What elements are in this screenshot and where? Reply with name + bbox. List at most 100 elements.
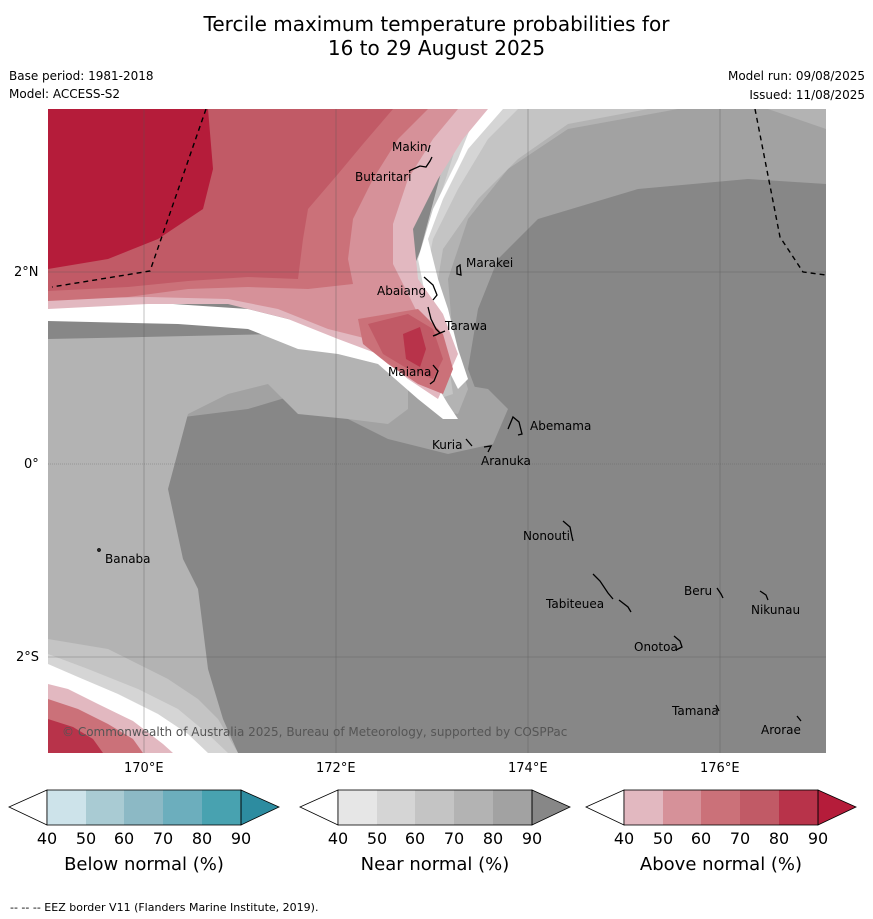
place-label-nikunau: Nikunau [751,603,800,617]
y-tick-2n: 2°N [14,265,39,280]
place-label-tarawa: Tarawa [444,319,487,333]
colorbar-above-6 [817,789,857,826]
colorbar-below-tick: 60 [113,829,135,848]
colorbar-near-title: Near normal (%) [360,854,510,875]
island-arorae [796,715,802,722]
colorbar-above-tick: 50 [652,829,674,848]
place-label-tamana: Tamana [671,704,719,718]
colorbar-below-tick: 90 [230,829,252,848]
colorbar-above-tick: 40 [613,829,635,848]
x-tick-174e: 174°E [508,761,548,776]
place-label-makin: Makin [392,140,428,154]
place-label-banaba: Banaba [105,552,151,566]
eez-border-east [754,108,827,276]
island-maiana [429,364,439,385]
colorbar-below-tick: 70 [152,829,174,848]
colorbar-near-tick: 40 [327,829,349,848]
colorbar-below-tick: 50 [75,829,97,848]
colorbar-above-frame [623,789,819,826]
colorbar-above-5 [779,790,818,825]
colorbar-below-2 [86,790,124,825]
colorbar-near-normal [299,789,571,826]
place-label-tabiteuea: Tabiteuea [545,597,604,611]
colorbar-above-tick: 80 [768,829,790,848]
above-normal-90-region [48,109,213,269]
island-aranuka [483,445,493,453]
colorbar-near-5 [493,790,532,825]
map-title-line-1: Tercile maximum temperature probabilitie… [203,12,670,36]
island-kuria [465,438,473,447]
model-label: Model: ACCESS-S2 [9,87,121,101]
island-butaritari [408,156,433,172]
latitude-grid [48,271,826,658]
place-label-abaiang: Abaiang [377,284,426,298]
island-tabiteuea [592,573,632,613]
colorbar-near-6 [531,789,571,826]
colorbar-near-tick: 70 [443,829,465,848]
issued-label: Issued: 11/08/2025 [749,88,865,102]
place-label-beru: Beru [684,584,712,598]
colorbar-below-6 [240,789,280,826]
colorbar-below-frame [46,789,242,826]
eez-border-legend: -- -- -- EEZ border V11 (Flanders Marine… [10,901,319,914]
near-normal-60-upper [408,109,648,399]
x-tick-170e: 170°E [124,761,164,776]
colorbar-below-normal [8,789,280,826]
eez-borders [51,108,827,288]
x-tick-176e: 176°E [700,761,740,776]
place-label-maiana: Maiana [388,365,431,379]
x-tick-172e: 172°E [316,761,356,776]
colorbar-above-normal [585,789,857,826]
colorbar-above-title: Above normal (%) [639,854,803,875]
place-label-onotoa: Onotoa [634,640,678,654]
island-nikunau [759,590,769,601]
colorbar-near-tick: 90 [521,829,543,848]
colorbar-near-3 [415,790,454,825]
place-label-abemama: Abemama [530,419,591,433]
island-marakei [456,263,462,276]
near-normal-70-region [48,334,408,753]
colorbar-near-tick: 80 [482,829,504,848]
island-onotoa [673,635,683,651]
colorbar-above-tick: 70 [729,829,751,848]
above-normal-90-tarawa-core [403,327,426,367]
colorbar-below-tick: 80 [191,829,213,848]
longitude-grid [143,109,721,753]
colorbar-near-frame [337,789,533,826]
place-label-marakei: Marakei [466,256,513,270]
colorbar-below-5 [202,790,241,825]
island-beru [716,587,724,599]
colorbar-above-0 [585,789,625,826]
probability-map-svg: Makin Butaritari Marakei Abaiang Tarawa … [48,108,827,753]
eez-border-west [51,108,207,288]
colorbar-above-tick: 90 [807,829,829,848]
colorbar-near-4 [454,790,493,825]
island-outlines [97,144,802,722]
probability-map: Makin Butaritari Marakei Abaiang Tarawa … [48,108,827,753]
colorbar-near-0 [299,789,339,826]
island-tarawa [427,306,446,337]
colorbar-above-1 [624,790,663,825]
white-band-middle [48,299,458,419]
place-label-kuria: Kuria [432,438,463,452]
model-run-label: Model run: 09/08/2025 [727,69,865,83]
colorbar-below-3 [124,790,163,825]
colorbar-svg [8,789,857,826]
above-normal-80-lower-left [48,719,103,753]
colorbar-near-1 [338,790,377,825]
colorbar-below-0 [8,789,48,826]
base-period-label: Base period: 1981-2018 [9,69,154,83]
colorbar-above-3 [701,790,740,825]
place-label-aranuka: Aranuka [481,454,531,468]
colorbar-above-2 [663,790,701,825]
colorbar-above-tick: 60 [690,829,712,848]
colorbar-below-1 [47,790,86,825]
place-label-butaritari: Butaritari [355,170,412,184]
island-abemama [507,415,523,436]
island-banaba [97,548,101,552]
island-abaiang [423,276,438,301]
island-tamana [715,704,720,712]
near-normal-80-upper [418,109,826,429]
y-tick-2s: 2°S [16,650,40,665]
colorbar-near-2 [377,790,415,825]
